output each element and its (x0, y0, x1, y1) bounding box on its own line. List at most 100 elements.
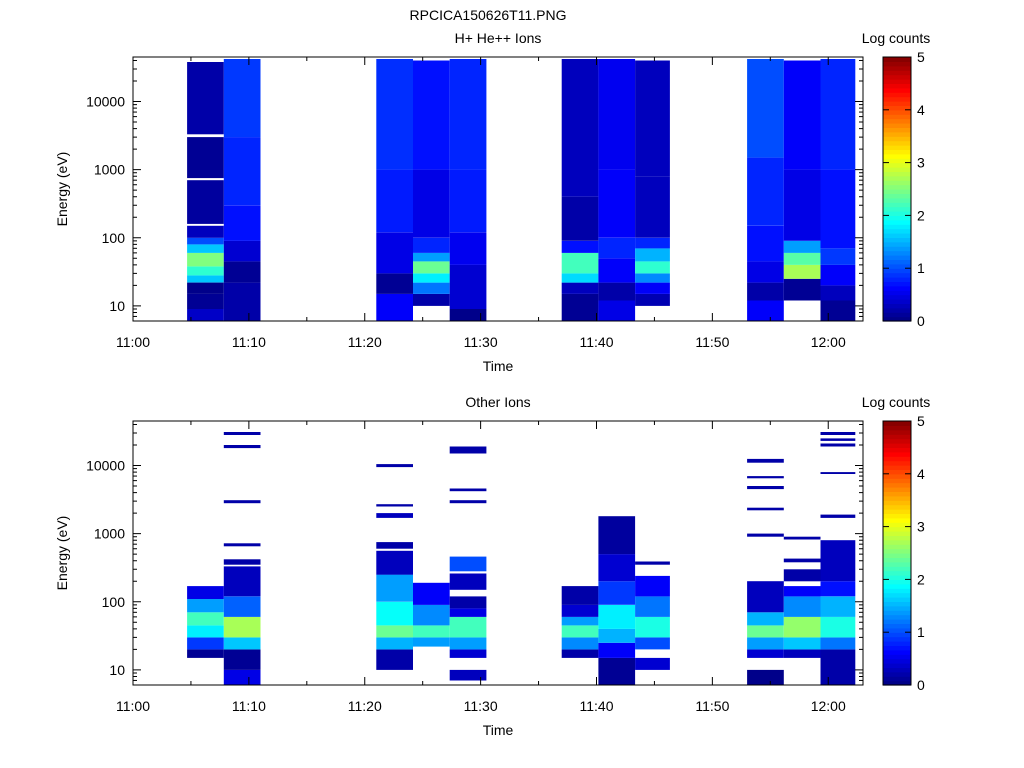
heatmap-cell (635, 561, 670, 565)
heatmap-cells (187, 59, 856, 321)
colorbar-segment (883, 312, 911, 318)
heatmap-cell (598, 282, 636, 301)
heatmap-cell (187, 282, 224, 294)
heatmap-cell (598, 258, 636, 283)
colorbar-segment (883, 522, 911, 528)
heatmap-cell (635, 237, 670, 249)
heatmap-cell (449, 500, 487, 504)
x-tick-label: 12:00 (811, 698, 846, 714)
colorbar-segment (883, 641, 911, 646)
x-tick-label: 11:50 (695, 334, 729, 350)
heatmap-cell (747, 649, 784, 658)
heatmap-cell (635, 596, 670, 617)
colorbar-segment (883, 109, 911, 115)
heatmap-cell (747, 581, 784, 613)
colorbar-segment (883, 303, 911, 309)
y-tick-label: 1000 (94, 162, 125, 178)
colorbar-segment (883, 74, 911, 80)
heatmap-cell (820, 472, 856, 474)
colorbar-segment (883, 140, 911, 146)
heatmap-cell (223, 432, 261, 435)
heatmap-cell (187, 625, 224, 638)
colorbar-segment (883, 531, 911, 536)
colorbar-segment (883, 114, 911, 120)
colorbar-segment (883, 145, 911, 150)
colorbar-tick-label: 4 (917, 102, 925, 118)
colorbar-segment (883, 614, 911, 620)
colorbar-segment (883, 290, 911, 296)
colorbar-segment (883, 654, 911, 660)
heatmap-cell (376, 169, 413, 233)
heatmap-cell (413, 60, 450, 170)
heatmap-cell (376, 625, 413, 638)
x-tick-label: 11:40 (579, 698, 613, 714)
heatmap-cell (820, 248, 856, 265)
heatmap-cell (413, 261, 450, 274)
heatmap-cell (783, 169, 821, 241)
panel-title: H+ He++ Ions (455, 30, 542, 46)
colorbar-segment (883, 605, 911, 611)
colorbar-segment (883, 118, 911, 124)
heatmap-cell (635, 293, 670, 306)
heatmap-cell (413, 582, 450, 605)
colorbar-segment (883, 263, 911, 269)
x-tick-label: 11:20 (348, 334, 382, 350)
colorbar-segment (883, 636, 911, 642)
heatmap-cell (449, 649, 487, 658)
heatmap-cell (413, 252, 450, 262)
heatmap-cell (187, 62, 224, 135)
colorbar-segment (883, 627, 911, 633)
heatmap-cell (449, 59, 487, 170)
colorbar-segment (883, 601, 911, 607)
colorbar-segment (883, 544, 911, 550)
colorbar-segment (883, 451, 911, 457)
colorbar-segment (883, 478, 911, 484)
colorbar-segment (883, 184, 911, 190)
colorbar-segment (883, 421, 911, 426)
heatmap-cell (376, 293, 413, 321)
colorbar-segment (883, 189, 911, 194)
heatmap-cell (223, 282, 261, 321)
heatmap-cell (598, 628, 636, 643)
colorbar-segment (883, 553, 911, 558)
figure-title: RPCICA150626T11.PNG (410, 7, 567, 23)
colorbar-segment (883, 460, 911, 466)
heatmap-cell (449, 488, 487, 492)
heatmap-cell (561, 273, 599, 283)
x-tick-label: 11:30 (464, 698, 498, 714)
colorbar-segment (883, 123, 911, 128)
colorbar-tick-label: 1 (917, 624, 925, 640)
heatmap-cell (223, 559, 261, 565)
colorbar-segment (883, 509, 911, 514)
colorbar-segment (883, 473, 911, 479)
colorbar-segment (883, 96, 911, 102)
heatmap-cell (376, 637, 413, 650)
y-tick-label: 10000 (86, 94, 125, 110)
heatmap-cell (747, 261, 784, 283)
x-tick-label: 11:00 (116, 698, 150, 714)
colorbar-segment (883, 535, 911, 541)
heatmap-cell (449, 608, 487, 617)
heatmap-cell (783, 569, 821, 582)
heatmap-cell (635, 176, 670, 238)
x-tick-label: 11:00 (116, 334, 150, 350)
colorbar-segment (883, 294, 911, 300)
heatmap-cell (747, 476, 784, 479)
heatmap-cell (561, 637, 599, 650)
heatmap-cell (747, 157, 784, 226)
heatmap-cell (187, 252, 224, 267)
heatmap-cell (223, 59, 261, 138)
colorbar-segment (883, 465, 911, 470)
heatmap-cell (598, 300, 636, 321)
heatmap-cell (413, 293, 450, 306)
heatmap-cell (598, 169, 636, 238)
colorbar-segment (883, 224, 911, 230)
colorbar-segment (883, 211, 911, 216)
colorbar-segment (883, 83, 911, 89)
colorbar-tick-label: 0 (917, 313, 925, 329)
heatmap-cells (187, 432, 856, 685)
heatmap-cell (820, 285, 856, 301)
colorbar-segment (883, 57, 911, 62)
heatmap-cell (187, 225, 224, 238)
heatmap-cell (820, 438, 856, 441)
